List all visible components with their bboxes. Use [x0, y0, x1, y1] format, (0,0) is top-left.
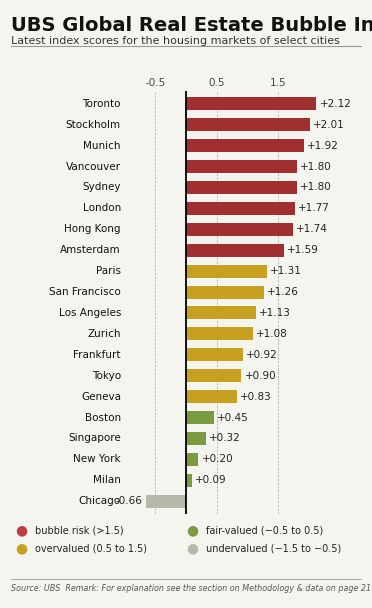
Text: Los Angeles: Los Angeles: [58, 308, 121, 318]
Text: Singapore: Singapore: [68, 434, 121, 443]
Text: +0.32: +0.32: [209, 434, 241, 443]
Bar: [186, 286, 264, 299]
Text: +1.08: +1.08: [256, 329, 287, 339]
Text: Boston: Boston: [85, 413, 121, 423]
Text: +2.12: +2.12: [320, 98, 352, 109]
Bar: [186, 390, 237, 403]
Text: +0.20: +0.20: [202, 454, 233, 465]
Text: Vancouver: Vancouver: [66, 162, 121, 171]
Text: Milan: Milan: [93, 475, 121, 485]
Text: ●: ●: [15, 541, 27, 556]
Text: UBS Global Real Estate Bubble Index: UBS Global Real Estate Bubble Index: [11, 16, 372, 35]
Text: Stockholm: Stockholm: [66, 120, 121, 130]
Bar: [186, 432, 206, 445]
Text: ●: ●: [186, 541, 198, 556]
Bar: [186, 244, 284, 257]
Bar: [186, 181, 297, 194]
Text: New York: New York: [73, 454, 121, 465]
Text: Source: UBS  Remark: For explanation see the section on Methodology & data on pa: Source: UBS Remark: For explanation see …: [11, 584, 372, 593]
Text: London: London: [83, 203, 121, 213]
Bar: [186, 474, 192, 487]
Bar: [186, 369, 241, 382]
Bar: [186, 118, 310, 131]
Text: +2.01: +2.01: [313, 120, 344, 130]
Bar: [186, 453, 198, 466]
Bar: [186, 348, 243, 361]
Text: fair-valued (−0.5 to 0.5): fair-valued (−0.5 to 0.5): [206, 525, 324, 535]
Text: Paris: Paris: [96, 266, 121, 276]
Text: Frankfurt: Frankfurt: [73, 350, 121, 360]
Text: Geneva: Geneva: [81, 392, 121, 402]
Text: +1.77: +1.77: [298, 203, 330, 213]
Text: +1.31: +1.31: [270, 266, 302, 276]
Text: Toronto: Toronto: [83, 98, 121, 109]
Text: -0.66: -0.66: [116, 496, 142, 506]
Text: +1.92: +1.92: [307, 140, 339, 151]
Text: undervalued (−1.5 to −0.5): undervalued (−1.5 to −0.5): [206, 544, 342, 553]
Text: +1.80: +1.80: [300, 162, 331, 171]
Text: Amsterdam: Amsterdam: [60, 245, 121, 255]
Bar: [186, 327, 253, 340]
Bar: [186, 202, 295, 215]
Bar: [145, 495, 186, 508]
Text: bubble risk (>1.5): bubble risk (>1.5): [35, 525, 124, 535]
Text: +0.09: +0.09: [195, 475, 226, 485]
Text: +1.26: +1.26: [267, 287, 298, 297]
Text: +0.45: +0.45: [217, 413, 248, 423]
Text: overvalued (0.5 to 1.5): overvalued (0.5 to 1.5): [35, 544, 147, 553]
Text: Chicago: Chicago: [79, 496, 121, 506]
Text: +0.83: +0.83: [240, 392, 272, 402]
Text: Latest index scores for the housing markets of select cities: Latest index scores for the housing mark…: [11, 36, 340, 46]
Bar: [186, 160, 297, 173]
Text: +1.59: +1.59: [287, 245, 319, 255]
Text: +0.92: +0.92: [246, 350, 278, 360]
Text: Hong Kong: Hong Kong: [64, 224, 121, 234]
Bar: [186, 139, 304, 152]
Bar: [186, 97, 317, 110]
Text: San Francisco: San Francisco: [49, 287, 121, 297]
Bar: [186, 306, 256, 319]
Text: Tokyo: Tokyo: [92, 371, 121, 381]
Bar: [186, 223, 293, 236]
Text: +0.90: +0.90: [244, 371, 276, 381]
Text: +1.13: +1.13: [259, 308, 291, 318]
Text: Zurich: Zurich: [87, 329, 121, 339]
Bar: [186, 264, 267, 278]
Bar: [186, 411, 214, 424]
Text: +1.80: +1.80: [300, 182, 331, 192]
Text: +1.74: +1.74: [296, 224, 328, 234]
Text: Munich: Munich: [83, 140, 121, 151]
Text: ●: ●: [15, 523, 27, 537]
Text: Sydney: Sydney: [83, 182, 121, 192]
Text: ●: ●: [186, 523, 198, 537]
